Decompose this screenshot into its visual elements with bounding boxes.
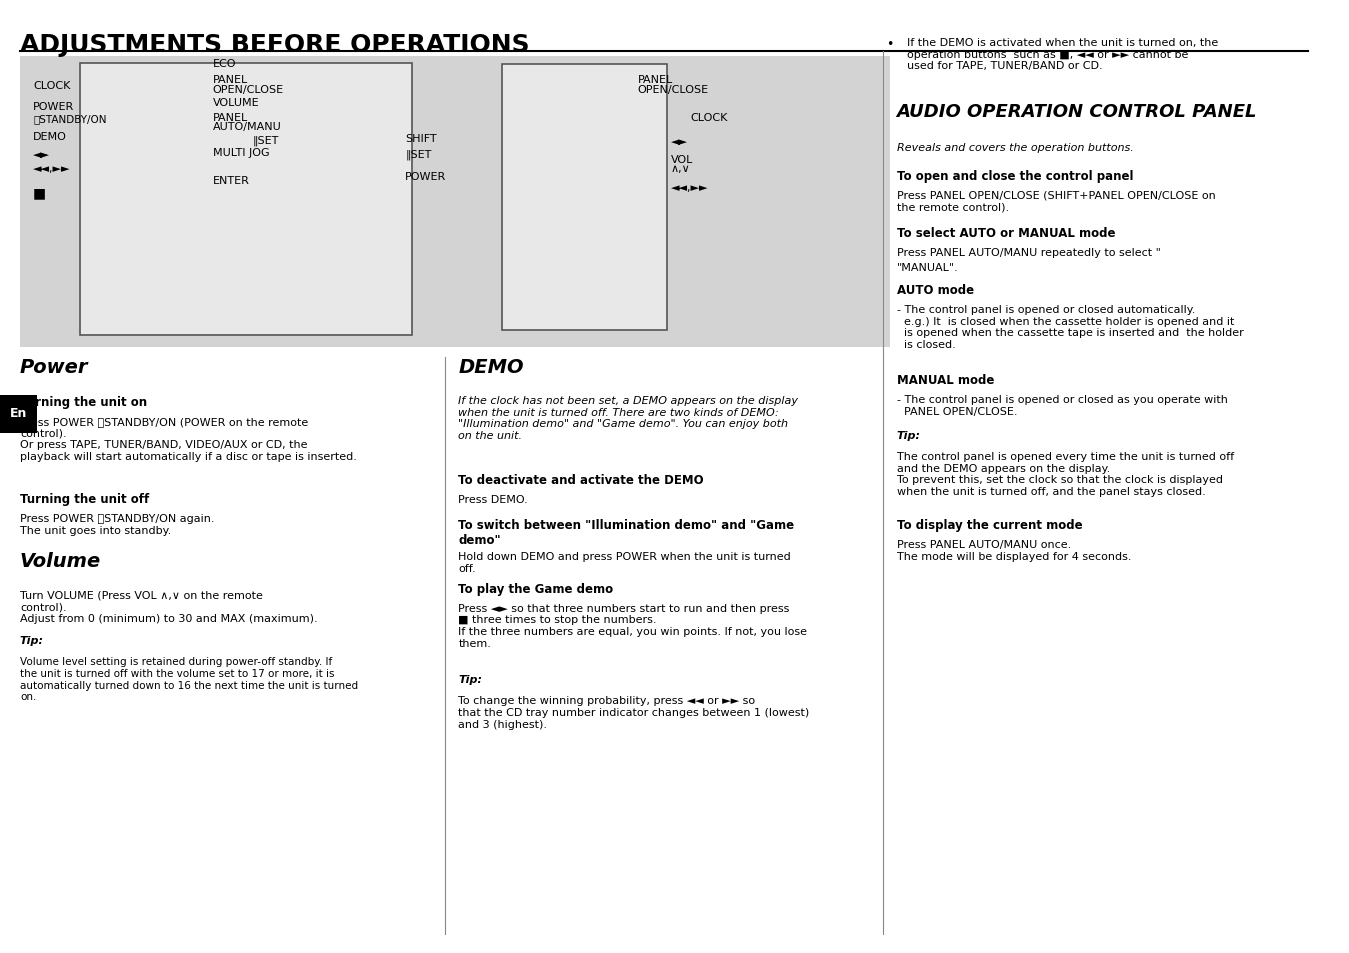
Text: DEMO: DEMO — [459, 357, 523, 376]
Text: To open and close the control panel: To open and close the control panel — [897, 170, 1133, 183]
Text: AUDIO OPERATION CONTROL PANEL: AUDIO OPERATION CONTROL PANEL — [897, 103, 1257, 121]
Text: ◄◄,►►: ◄◄,►► — [670, 183, 708, 193]
Text: AUTO mode: AUTO mode — [897, 284, 974, 297]
Text: MANUAL mode: MANUAL mode — [897, 374, 994, 387]
Text: •: • — [886, 38, 893, 51]
Text: To play the Game demo: To play the Game demo — [459, 582, 614, 596]
Text: OPEN/CLOSE: OPEN/CLOSE — [638, 85, 708, 94]
Text: Turn VOLUME (Press VOL ∧,∨ on the remote
control).
Adjust from 0 (minimum) to 30: Turn VOLUME (Press VOL ∧,∨ on the remote… — [20, 590, 317, 623]
Text: "MANUAL".: "MANUAL". — [897, 263, 958, 273]
Text: Press POWER ⏻STANDBY/ON again.
The unit goes into standby.: Press POWER ⏻STANDBY/ON again. The unit … — [20, 514, 214, 536]
Text: Press DEMO.: Press DEMO. — [459, 495, 527, 504]
Text: OPEN/CLOSE: OPEN/CLOSE — [213, 85, 283, 94]
Text: PANEL: PANEL — [213, 75, 248, 85]
Text: Press PANEL AUTO/MANU once.
The mode will be displayed for 4 seconds.: Press PANEL AUTO/MANU once. The mode wil… — [897, 539, 1130, 561]
Text: Press PANEL AUTO/MANU repeatedly to select ": Press PANEL AUTO/MANU repeatedly to sele… — [897, 248, 1160, 257]
Text: Tip:: Tip: — [897, 431, 920, 440]
Text: En: En — [9, 406, 27, 419]
Text: ◄►: ◄► — [670, 137, 688, 147]
Text: ECO: ECO — [213, 59, 236, 69]
Text: To display the current mode: To display the current mode — [897, 518, 1082, 532]
Text: ENTER: ENTER — [213, 176, 250, 186]
Text: DEMO: DEMO — [34, 132, 67, 141]
FancyBboxPatch shape — [502, 65, 666, 331]
Text: Turning the unit off: Turning the unit off — [20, 493, 150, 506]
Text: CLOCK: CLOCK — [34, 81, 70, 91]
Text: ⏻STANDBY/ON: ⏻STANDBY/ON — [34, 114, 107, 124]
Text: The control panel is opened every time the unit is turned off
and the DEMO appea: The control panel is opened every time t… — [897, 452, 1234, 497]
Text: To change the winning probability, press ◄◄ or ►► so
that the CD tray number ind: To change the winning probability, press… — [459, 696, 809, 729]
Text: To switch between "Illumination demo" and "Game
demo": To switch between "Illumination demo" an… — [459, 518, 795, 546]
FancyBboxPatch shape — [0, 395, 38, 434]
Text: Press PANEL OPEN/CLOSE (SHIFT+PANEL OPEN/CLOSE on
the remote control).: Press PANEL OPEN/CLOSE (SHIFT+PANEL OPEN… — [897, 191, 1215, 213]
Text: PANEL: PANEL — [213, 112, 248, 122]
Text: POWER: POWER — [405, 172, 447, 181]
Text: To deactivate and activate the DEMO: To deactivate and activate the DEMO — [459, 474, 704, 487]
Text: - The control panel is opened or closed automatically.
  e.g.) It  is closed whe: - The control panel is opened or closed … — [897, 305, 1244, 350]
Text: Tip:: Tip: — [20, 636, 45, 645]
Text: VOL: VOL — [670, 154, 693, 164]
Text: Press ◄► so that three numbers start to run and then press
■ three times to stop: Press ◄► so that three numbers start to … — [459, 603, 807, 648]
FancyBboxPatch shape — [80, 64, 411, 335]
Text: CLOCK: CLOCK — [691, 112, 728, 122]
Text: Turning the unit on: Turning the unit on — [20, 395, 147, 409]
Text: If the DEMO is activated when the unit is turned on, the
operation buttons  such: If the DEMO is activated when the unit i… — [908, 38, 1218, 71]
Text: Hold down DEMO and press POWER when the unit is turned
off.: Hold down DEMO and press POWER when the … — [459, 552, 791, 574]
Text: ■: ■ — [34, 186, 46, 200]
Text: ‖SET: ‖SET — [405, 150, 432, 160]
Text: ‖SET: ‖SET — [252, 135, 279, 146]
Text: ADJUSTMENTS BEFORE OPERATIONS: ADJUSTMENTS BEFORE OPERATIONS — [20, 33, 530, 57]
Text: MULTI JOG: MULTI JOG — [213, 148, 270, 157]
Text: - The control panel is opened or closed as you operate with
  PANEL OPEN/CLOSE.: - The control panel is opened or closed … — [897, 395, 1228, 416]
Text: ∧,∨: ∧,∨ — [670, 164, 691, 173]
Text: ◄◄,►►: ◄◄,►► — [34, 164, 70, 173]
Text: VOLUME: VOLUME — [213, 98, 259, 108]
Text: To select AUTO or MANUAL mode: To select AUTO or MANUAL mode — [897, 227, 1116, 240]
Text: ◄►: ◄► — [34, 150, 50, 159]
Text: AUTO/MANU: AUTO/MANU — [213, 122, 282, 132]
Text: If the clock has not been set, a DEMO appears on the display
when the unit is tu: If the clock has not been set, a DEMO ap… — [459, 395, 799, 440]
Text: Tip:: Tip: — [459, 675, 482, 684]
Text: Volume: Volume — [20, 552, 101, 571]
Text: Press POWER ⏻STANDBY/ON (POWER on the remote
control).
Or press TAPE, TUNER/BAND: Press POWER ⏻STANDBY/ON (POWER on the re… — [20, 416, 356, 461]
Text: POWER: POWER — [34, 102, 74, 112]
Text: Volume level setting is retained during power-off standby. If
the unit is turned: Volume level setting is retained during … — [20, 657, 357, 701]
Text: SHIFT: SHIFT — [405, 133, 437, 143]
FancyBboxPatch shape — [20, 57, 890, 348]
Text: Power: Power — [20, 357, 89, 376]
Text: Reveals and covers the operation buttons.: Reveals and covers the operation buttons… — [897, 143, 1133, 152]
Text: PANEL: PANEL — [638, 75, 673, 85]
